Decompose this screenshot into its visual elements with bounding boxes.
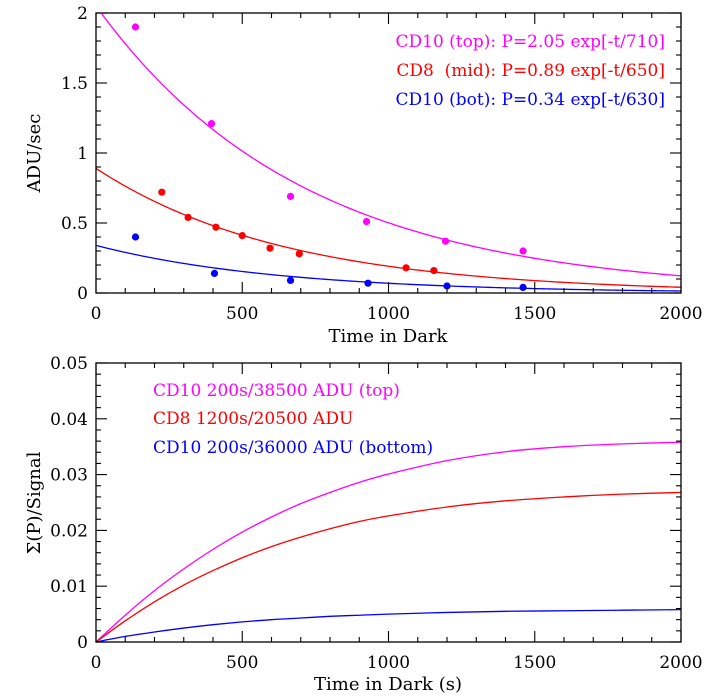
top-y-axis-label: ADU/sec	[24, 114, 45, 194]
data-point-series-1	[295, 250, 303, 258]
data-point-series-1	[158, 188, 166, 196]
data-point-series-2	[364, 279, 372, 287]
data-point-series-0	[286, 192, 295, 200]
data-point-series-2	[286, 276, 295, 284]
data-point-series-0	[207, 120, 216, 128]
bottom-y-tick-label: 0.02	[50, 521, 88, 541]
data-point-series-2	[131, 233, 140, 241]
top-legend-entry-cd10-top: CD10 (top): P=2.05 exp[-t/710]	[395, 32, 665, 52]
data-point-series-0	[519, 247, 527, 255]
data-point-series-2	[443, 282, 451, 290]
data-point-series-1	[430, 267, 438, 275]
top-legend-entry-cd8-mid: CD8 (mid): P=0.89 exp[-t/650]	[396, 61, 665, 81]
top-y-tick-label: 2	[77, 4, 88, 24]
data-point-series-0	[441, 237, 450, 245]
bottom-x-tick-label: 0	[91, 653, 102, 673]
bottom-x-tick-label: 1500	[513, 653, 556, 673]
top-legend-entry-cd10-bot: CD10 (bot): P=0.34 exp[-t/630]	[395, 90, 665, 110]
bottom-legend-entry-cd8: CD8 1200s/20500 ADU	[153, 409, 353, 429]
series-line-1	[95, 491, 682, 643]
bottom-y-tick-label: 0.04	[50, 410, 88, 430]
bottom-x-tick-label: 1000	[367, 653, 410, 673]
top-legend: CD10 (top): P=2.05 exp[-t/710] CD8 (mid)…	[395, 32, 665, 110]
top-plot-frame	[95, 12, 682, 294]
top-x-axis-label: Time in Dark	[329, 326, 449, 347]
bottom-y-tick-label: 0	[77, 633, 88, 653]
top-x-tick-label: 500	[226, 304, 258, 324]
data-point-series-0	[131, 23, 140, 31]
top-x-tick-label: 2000	[659, 304, 702, 324]
bottom-y-tick-label: 0.05	[50, 354, 88, 374]
bottom-x-tick-label: 2000	[659, 653, 702, 673]
bottom-y-axis-label: Σ(P)/Signal	[24, 451, 45, 554]
bottom-legend-entry-cd10-top: CD10 200s/38500 ADU (top)	[153, 381, 400, 401]
top-x-tick-label: 0	[91, 304, 102, 324]
data-point-series-0	[362, 218, 371, 226]
fit-curve-series-0	[101, 13, 682, 277]
bottom-legend-entry-cd10-bottom: CD10 200s/36000 ADU (bottom)	[153, 438, 433, 458]
top-panel: 0 500 1000 1500 2000 0 0.5 1 1.5 2 Time in Dark A…	[24, 4, 703, 347]
top-x-tick-label: 1500	[513, 304, 556, 324]
top-x-tick-label: 1000	[367, 304, 410, 324]
data-point-series-2	[210, 269, 219, 277]
top-y-tick-label: 1.5	[61, 74, 88, 94]
data-point-series-2	[519, 283, 527, 291]
series-line-0	[95, 441, 682, 643]
top-y-tick-label: 0.5	[61, 214, 88, 234]
bottom-x-axis-label: Time in Dark (s)	[314, 674, 462, 695]
data-point-series-1	[184, 213, 192, 221]
bottom-panel: 0 500 1000 1500 2000 0 0.01 0.02 0.03 0.04 0.05 Ti…	[24, 354, 703, 695]
bottom-x-tick-label: 500	[226, 653, 258, 673]
bottom-plot-frame	[95, 362, 682, 643]
bottom-y-tick-label: 0.03	[50, 466, 88, 486]
fit-curve-series-1	[95, 167, 682, 288]
bottom-legend: CD10 200s/38500 ADU (top) CD8 1200s/2050…	[153, 381, 433, 458]
series-line-2	[95, 608, 682, 643]
data-point-series-1	[212, 223, 220, 231]
data-point-series-1	[266, 244, 274, 252]
top-y-tick-label: 0	[77, 284, 88, 304]
data-point-series-1	[238, 232, 246, 240]
bottom-y-tick-label: 0.01	[50, 577, 88, 597]
top-y-tick-label: 1	[77, 144, 88, 164]
data-point-series-1	[402, 264, 410, 272]
